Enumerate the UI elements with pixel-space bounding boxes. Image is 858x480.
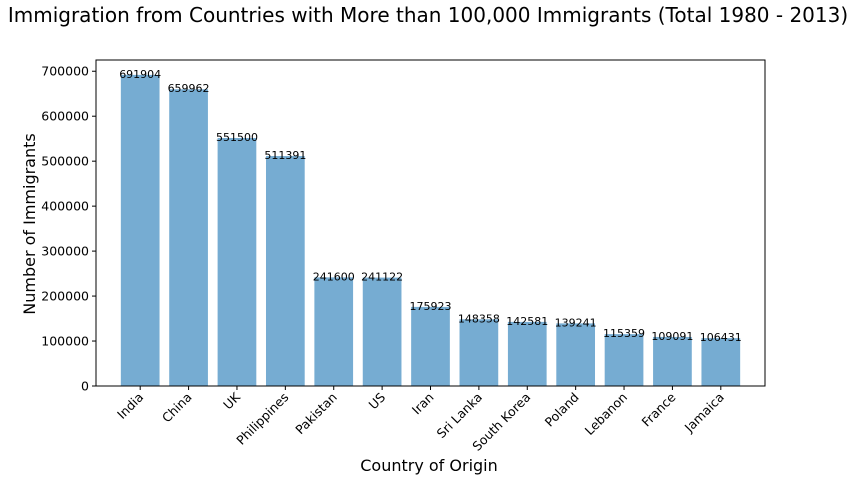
x-tick-label: India	[114, 390, 146, 422]
x-tick-label: Philippines	[233, 390, 291, 448]
y-axis-label: Number of Immigrants	[20, 133, 39, 315]
data-label: 551500	[216, 131, 258, 144]
data-label: 142581	[506, 315, 548, 328]
y-tick-label: 0	[81, 379, 89, 394]
x-tick-label: Sri Lanka	[434, 390, 485, 441]
bar-iran	[411, 306, 450, 386]
bar-us	[362, 277, 402, 386]
data-label: 106431	[700, 331, 742, 344]
data-label: 148358	[458, 312, 500, 325]
bar-france	[653, 336, 692, 386]
y-axis: 0 100000 200000 300000 400000 500000 600000 700…	[41, 64, 96, 394]
bar-poland	[556, 323, 596, 386]
bar-india	[120, 74, 160, 387]
data-label: 659962	[168, 82, 210, 95]
x-tick-label: China	[159, 390, 195, 426]
x-tick-label: Lebanon	[582, 390, 630, 438]
y-tick-label: 200000	[41, 289, 89, 304]
x-tick-label: Pakistan	[292, 390, 340, 438]
y-tick-label: 600000	[41, 109, 89, 124]
data-label: 241122	[361, 271, 403, 284]
data-label: 115359	[603, 327, 645, 340]
bar-china	[169, 89, 208, 386]
bar-sri-lanka	[459, 319, 499, 386]
y-tick-label: 300000	[41, 244, 89, 259]
y-tick-label: 700000	[41, 64, 89, 79]
bar-lebanon	[604, 334, 644, 386]
x-tick-label: US	[366, 389, 389, 412]
bar-philippines	[265, 156, 305, 386]
data-label: 139241	[555, 316, 597, 329]
data-label: 109091	[651, 330, 693, 343]
x-tick-label: Poland	[542, 390, 582, 430]
x-tick-label: Iran	[409, 390, 437, 418]
data-label: 691904	[119, 68, 161, 81]
bar-pakistan	[314, 277, 354, 386]
bar-jamaica	[701, 338, 741, 386]
x-axis-label: Country of Origin	[360, 456, 498, 475]
bar-uk	[217, 138, 257, 386]
x-tick-label: France	[639, 389, 679, 429]
x-tick-label: Jamaica	[681, 390, 727, 436]
data-label: 511391	[264, 149, 306, 162]
bar-south-korea	[507, 321, 547, 386]
y-tick-label: 400000	[41, 199, 89, 214]
bars-layer	[120, 74, 741, 387]
data-label: 175923	[410, 300, 452, 313]
chart-title: Immigration from Countries with More tha…	[8, 3, 848, 27]
data-labels-layer: 691904 659962 551500 511391 241600 241122 1759…	[119, 68, 742, 344]
x-tick-label: UK	[220, 389, 243, 412]
y-tick-label: 100000	[41, 334, 89, 349]
data-label: 241600	[313, 270, 355, 283]
plot-frame	[95, 59, 766, 387]
y-tick-label: 500000	[41, 154, 89, 169]
